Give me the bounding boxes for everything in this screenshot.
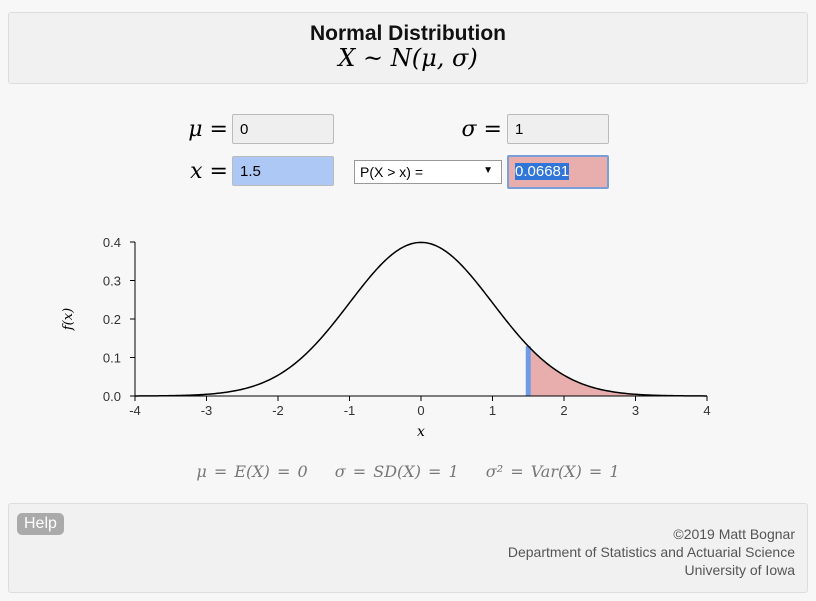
y-tick-label: 0.3 [103,274,121,289]
probability-type-value: P(X > x) = [360,164,424,180]
footer-panel: Help ©2019 Matt Bognar Department of Sta… [8,503,808,593]
x-tick-label: -3 [201,403,213,418]
y-axis-label: f(x) [61,308,76,331]
help-button[interactable]: Help [17,513,64,535]
mu-label: μ = [188,117,228,142]
x-tick-label: 1 [489,403,496,418]
credits: ©2019 Matt Bognar Department of Statisti… [508,525,795,579]
x-tick-label: -2 [272,403,284,418]
density-curve [134,241,708,397]
x-input[interactable]: 1.5 [232,156,334,186]
copyright: ©2019 Matt Bognar [673,526,795,542]
header-panel: Normal Distribution X ~ N(μ, σ) [8,12,808,84]
moments-summary: μ = E(X) = 0 σ = SD(X) = 1 σ² = Var(X) =… [0,462,816,481]
mean-text: μ = E(X) = 0 [196,462,308,481]
university: University of Iowa [684,562,795,578]
probability-result-value: 0.06681 [515,163,570,180]
x-axis-label: x [417,424,425,440]
sigma-label: σ = [461,117,502,142]
x-tick-label: 2 [560,403,567,418]
y-tick-label: 0.2 [103,312,121,327]
x-tick-label: 0 [417,403,424,418]
y-tick-label: 0.0 [103,389,121,404]
sigma-input[interactable]: 1 [507,114,609,144]
x-label: x = [190,159,228,184]
variance-text: σ² = Var(X) = 1 [485,462,620,481]
density-chart: -4 -3 -2 -1 0 1 2 3 4 0.0 0.1 0.2 0.3 0.4 x f(x) [61,235,711,440]
x-tick-label: 3 [632,403,639,418]
x-tick-label: 4 [703,403,710,418]
y-tick-label: 0.4 [103,235,121,250]
dropdown-arrow-icon: ▼ [483,165,493,176]
sd-text: σ = SD(X) = 1 [334,462,459,481]
probability-result-input[interactable]: 0.06681 [507,155,609,189]
x-tick-label: -1 [344,403,356,418]
mu-input[interactable]: 0 [232,114,334,144]
x-tick-label: -4 [129,403,141,418]
department: Department of Statistics and Actuarial S… [507,544,795,560]
probability-type-select[interactable]: P(X > x) = ▼ [354,160,502,184]
page-title: Normal Distribution [309,22,506,45]
shaded-probability-area [528,346,707,396]
y-tick-label: 0.1 [103,351,121,366]
distribution-formula: X ~ N(μ, σ) [338,44,478,72]
